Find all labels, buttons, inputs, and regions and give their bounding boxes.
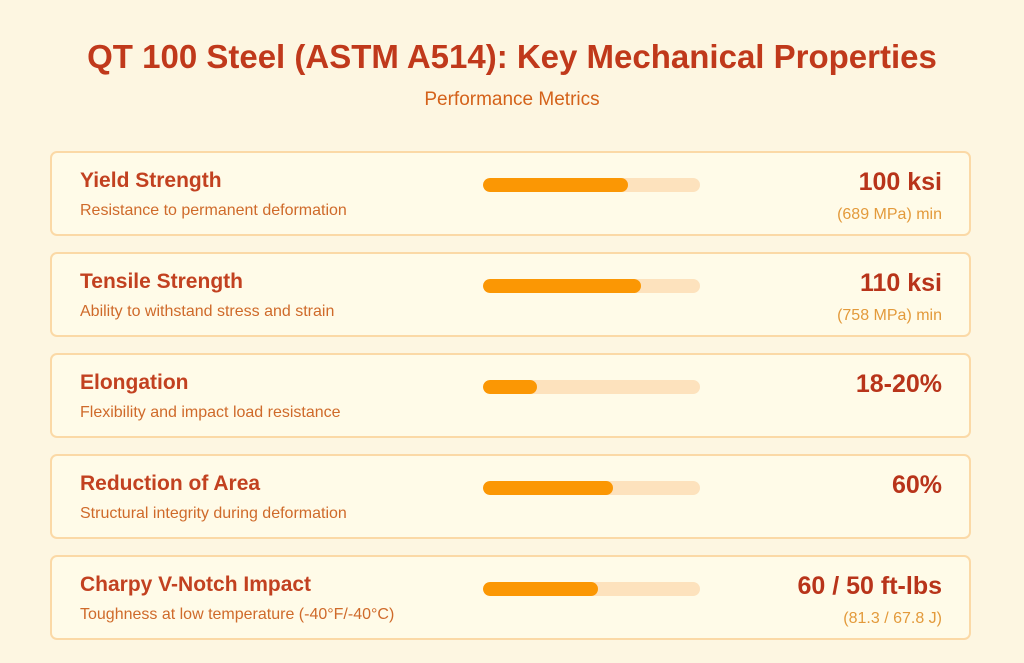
metric-secondary-value: (81.3 / 67.8 J) [843,610,942,627]
metric-value: 110 ksi [859,269,942,297]
progress-bar-track [483,279,700,293]
metric-value: 60% [891,471,942,499]
progress-bar-fill [483,279,642,293]
progress-bar-fill [483,481,614,495]
progress-bar-fill [483,178,629,192]
metric-description: Toughness at low temperature (-40°F/-40°… [80,606,395,623]
metric-secondary-value: (689 MPa) min [837,206,942,223]
metric-card-reduction-of-area: Reduction of Area Structural integrity d… [50,454,971,539]
metric-value: 60 / 50 ft-lbs [797,572,943,600]
metric-card-charpy-impact: Charpy V-Notch Impact Toughness at low t… [50,555,971,640]
metric-card-yield-strength: Yield Strength Resistance to permanent d… [50,151,971,236]
progress-bar-track [483,178,700,192]
progress-bar-fill [483,582,598,596]
metric-card-tensile-strength: Tensile Strength Ability to withstand st… [50,252,971,337]
page-subtitle: Performance Metrics [424,89,600,110]
metric-name: Yield Strength [80,169,222,192]
page-title: QT 100 Steel (ASTM A514): Key Mechanical… [87,38,937,75]
metric-value: 18-20% [855,370,942,398]
metric-description: Ability to withstand stress and strain [80,303,335,320]
progress-bar-fill [483,380,538,394]
progress-bar-track [483,481,700,495]
metric-description: Flexibility and impact load resistance [80,404,341,421]
metric-name: Charpy V-Notch Impact [80,573,312,596]
metric-name: Reduction of Area [80,472,261,495]
metric-description: Resistance to permanent deformation [80,202,347,219]
metric-secondary-value: (758 MPa) min [837,307,942,324]
progress-bar-track [483,582,700,596]
metric-name: Tensile Strength [80,270,243,293]
metric-description: Structural integrity during deformation [80,505,347,522]
metric-value: 100 ksi [858,168,942,196]
metric-name: Elongation [80,371,189,394]
progress-bar-track [483,380,700,394]
metric-card-elongation: Elongation Flexibility and impact load r… [50,353,971,438]
